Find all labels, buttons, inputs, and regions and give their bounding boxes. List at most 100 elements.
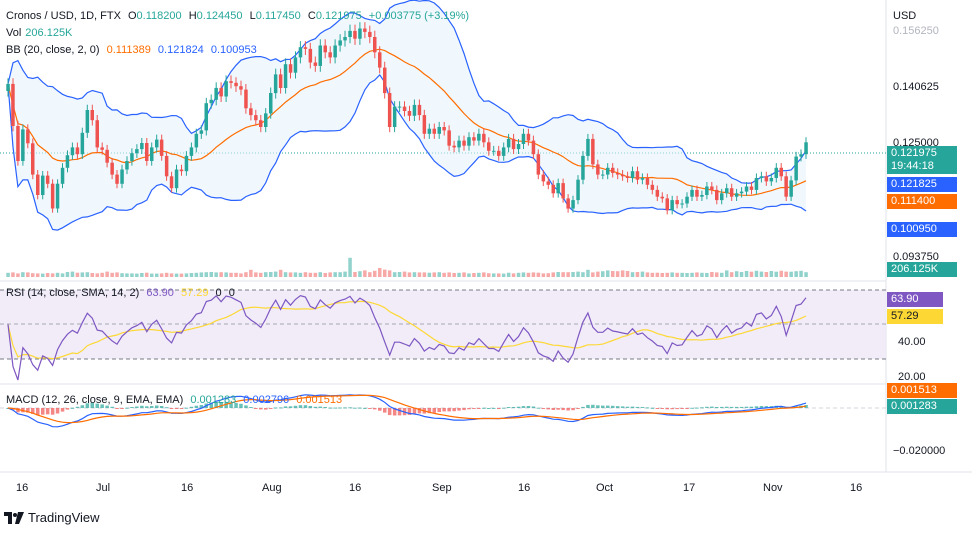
candle-body [625, 176, 630, 178]
candle-body [576, 179, 580, 201]
macd-histogram-bar [298, 405, 303, 408]
macd-histogram-bar [348, 407, 352, 409]
volume-bar [556, 272, 560, 277]
volume-bar [546, 273, 550, 277]
volume-bar [700, 272, 704, 277]
bb-legend[interactable]: BB (20, close, 2, 0) 0.111389 0.121824 0… [6, 44, 257, 56]
macd-histogram-bar [759, 406, 764, 408]
bb-basis-line [7, 48, 807, 196]
candle-body [725, 188, 729, 194]
macd-histogram-bar [383, 408, 387, 413]
volume-bar [264, 272, 268, 277]
macd-histogram-bar [675, 408, 679, 410]
macd-histogram-bar [249, 407, 253, 408]
candle-body [150, 147, 154, 161]
macd-histogram-bar [308, 406, 313, 408]
volume-bar [482, 272, 486, 277]
macd-histogram-bar [591, 404, 595, 408]
macd-histogram-bar [462, 408, 466, 411]
candle-body [501, 147, 506, 156]
rsi-tick: 20.00 [898, 371, 926, 383]
candle-body [204, 103, 208, 131]
candle-body [249, 108, 253, 116]
time-tick: Nov [763, 482, 783, 494]
tradingview-logo[interactable]: TradingView [4, 510, 100, 525]
volume-bar [611, 271, 615, 277]
macd-histogram-bar [318, 406, 322, 408]
candle-body [645, 178, 650, 185]
volume-bar [298, 272, 303, 277]
macd-histogram-bar [576, 408, 580, 409]
macd-signal-badge: 0.001513 [887, 383, 957, 398]
price-badge: 0.121975 19:44:18 [887, 146, 957, 174]
volume-bar [318, 272, 322, 277]
macd-histogram-bar [472, 408, 476, 409]
candle-body [551, 184, 555, 194]
candle-body [95, 120, 99, 148]
candle-body [16, 126, 20, 161]
macd-histogram-bar [640, 407, 645, 408]
candle-body [690, 189, 694, 197]
candle-body [50, 183, 55, 209]
volume-bar [759, 271, 764, 277]
volume-legend[interactable]: Vol 206.125K [6, 27, 73, 39]
candle-body [417, 104, 422, 116]
volume-bar [199, 272, 204, 277]
candle-body [75, 147, 80, 155]
macd-histogram-bar [397, 408, 402, 416]
volume-bar [620, 270, 625, 277]
volume-bar [576, 271, 580, 277]
candle-body [378, 52, 382, 68]
candle-body [333, 45, 337, 58]
candle-body [387, 93, 392, 127]
volume-bar [536, 272, 541, 277]
rsi-legend[interactable]: RSI (14, close, SMA, 14, 2) 63.90 57.29 … [6, 287, 235, 299]
price-tick: 0.140625 [893, 81, 939, 93]
candle-body [214, 87, 218, 100]
symbol-legend[interactable]: Cronos / USD, 1D, FTX O0.118200 H0.12445… [6, 10, 473, 22]
volume-bar [734, 271, 739, 277]
macd-histogram-bar [70, 407, 75, 409]
macd-histogram-bar [680, 408, 684, 409]
macd-histogram-bar [75, 406, 80, 408]
candle-body [31, 143, 35, 175]
volume-bar [378, 268, 382, 277]
candle-body [80, 132, 85, 155]
volume-bar [789, 271, 793, 277]
symbol-name[interactable]: Cronos / USD, 1D, FTX [6, 10, 121, 22]
volume-bar [754, 270, 759, 277]
volume-bar [506, 272, 511, 277]
time-tick: 16 [518, 482, 530, 494]
macd-histogram-bar [105, 405, 109, 408]
candle-body [462, 140, 466, 146]
candle-body [184, 155, 189, 172]
time-tick: Aug [262, 482, 282, 494]
tradingview-logo-icon [4, 511, 24, 524]
volume-bar [715, 272, 719, 277]
volume-bar [36, 273, 40, 277]
macd-histogram-bar [323, 407, 327, 408]
volume-bar [234, 272, 238, 277]
volume-bar [333, 272, 337, 277]
macd-histogram-bar [739, 406, 744, 408]
candle-body [105, 149, 109, 163]
candle-body [739, 191, 744, 194]
volume-bar [640, 271, 645, 277]
macd-legend[interactable]: MACD (12, 26, close, 9, EMA, EMA) 0.0012… [6, 394, 343, 406]
volume-bar [526, 272, 531, 277]
candle-body [452, 145, 456, 148]
macd-histogram-bar [744, 406, 749, 408]
candle-body [804, 142, 808, 155]
volume-bar [799, 270, 803, 277]
candle-body [665, 198, 669, 211]
volume-bar [283, 272, 288, 277]
macd-histogram-bar [269, 408, 273, 409]
macd-histogram-bar [615, 406, 620, 408]
ohlc-close: C0.121975 [307, 10, 362, 22]
volume-bar [164, 272, 169, 277]
macd-histogram-bar [150, 406, 154, 408]
price-change: +0.003775 (+3.19%) [368, 10, 470, 22]
candle-body [323, 45, 327, 53]
macd-histogram-bar [130, 407, 134, 408]
